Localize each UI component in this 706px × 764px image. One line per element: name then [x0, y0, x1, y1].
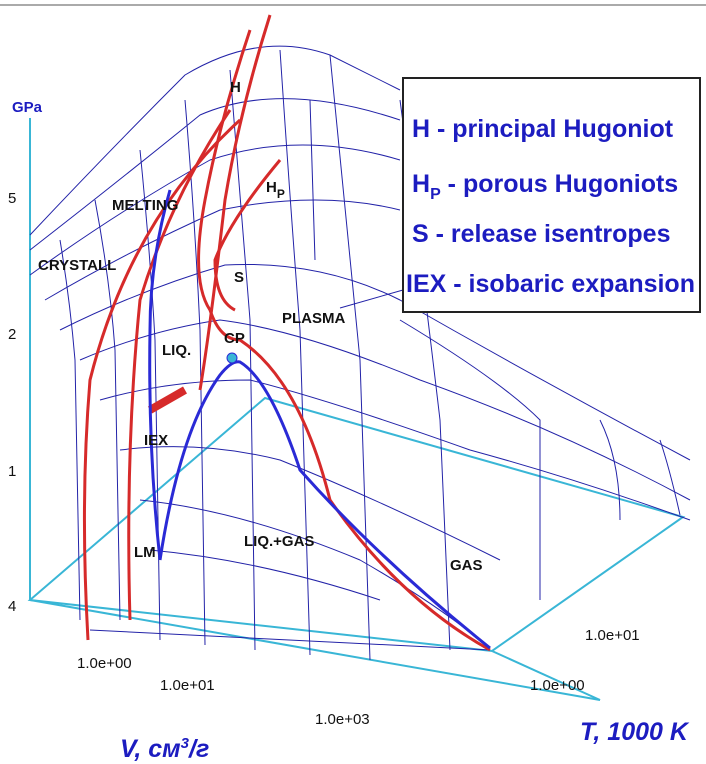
v-tick: 1.0e+01 — [160, 677, 215, 694]
v-axis-label: V, см3/г — [120, 735, 209, 763]
region-label: CP — [224, 330, 245, 347]
region-label: S — [234, 269, 244, 286]
region-label: HP — [266, 179, 285, 201]
curves — [82, 14, 491, 652]
legend-entry: HP - porous Hugoniots — [412, 170, 678, 203]
t-tick: 1.0e+00 — [530, 677, 585, 694]
z-tick: 2 — [8, 326, 16, 343]
region-label: LIQ.+GAS — [244, 533, 314, 550]
legend-entry: H - principal Hugoniot — [412, 115, 674, 143]
t-axis-label: T, 1000 K — [580, 718, 690, 746]
legend-entry: S - release isentropes — [412, 220, 670, 248]
region-label: MELTING — [112, 197, 178, 214]
pointer — [339, 289, 404, 309]
region-label: IEX — [144, 432, 168, 449]
legend-key: S — [412, 220, 429, 248]
legend-text: - isobaric expansion — [446, 270, 695, 298]
v-tick: 1.0e+03 — [315, 711, 370, 728]
v-label-text: V, см — [120, 735, 181, 763]
v-label-sup: 3 — [181, 735, 190, 752]
legend-sub: P — [430, 186, 441, 203]
legend-text: - principal Hugoniot — [430, 115, 674, 143]
hp: H — [266, 179, 277, 196]
surface-mesh — [29, 45, 691, 661]
region-label: LIQ. — [162, 342, 191, 359]
region-label: CRYSTALL — [38, 257, 116, 274]
legend-text: - release isentropes — [429, 220, 671, 248]
z-tick: 1 — [8, 463, 16, 480]
z-tick: 4 — [8, 598, 16, 615]
region-label: GAS — [450, 557, 483, 574]
z-tick: 5 — [8, 190, 16, 207]
legend-key: H — [412, 115, 430, 143]
hp-sub: P — [277, 187, 285, 201]
legend-key: H — [412, 170, 430, 198]
legend-key: IEX — [406, 270, 447, 298]
v-label-rest: /г — [188, 735, 209, 763]
legend-box — [402, 77, 701, 313]
z-axis-label: GPa — [12, 99, 43, 116]
region-label: PLASMA — [282, 310, 346, 327]
legend-entry: IEX - isobaric expansion — [406, 270, 695, 298]
t-tick: 1.0e+01 — [585, 627, 640, 644]
v-tick: 1.0e+00 — [77, 655, 132, 672]
region-label: LM — [134, 544, 156, 561]
legend-text: - porous Hugoniots — [441, 170, 678, 198]
region-label: H — [230, 79, 241, 96]
